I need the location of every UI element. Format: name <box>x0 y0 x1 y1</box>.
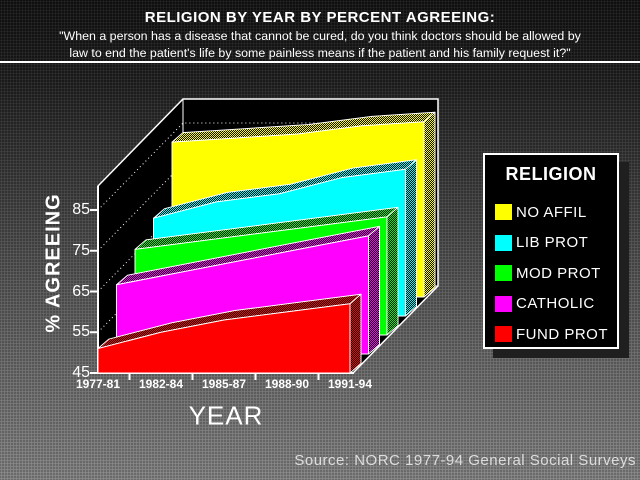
legend-item-fund-prot: FUND PROT <box>495 319 617 350</box>
subtitle-line-2: law to end the patient's life by some pa… <box>69 46 571 60</box>
y-tick-label-65: 65 <box>72 282 90 300</box>
ribbon-fund-prot <box>97 293 362 374</box>
legend-swatch-catholic <box>495 295 512 312</box>
x-tick-label-1988-90: 1988-90 <box>264 377 310 391</box>
y-tick-label-55: 55 <box>72 323 90 341</box>
legend-title: RELIGION <box>505 164 597 184</box>
legend-label: LIB PROT <box>516 234 589 252</box>
gridline-y-85 <box>97 122 438 211</box>
legend-label: NO AFFIL <box>516 203 587 221</box>
y-tick-label-45: 45 <box>72 364 90 381</box>
page-title: RELIGION BY YEAR BY PERCENT AGREEING: <box>144 9 496 26</box>
legend-item-lib-prot: LIB PROT <box>495 228 617 259</box>
x-tick-label-1991-94: 1991-94 <box>327 377 373 391</box>
chart-header: RELIGION BY YEAR BY PERCENT AGREEING: "W… <box>0 0 640 60</box>
legend-swatch-lib-prot <box>495 234 512 251</box>
legend-label: FUND PROT <box>516 325 608 343</box>
y-tick-label-85: 85 <box>72 201 90 218</box>
gridline-y-75 <box>97 163 438 252</box>
subtitle-line-1: "When a person has a disease that cannot… <box>59 29 581 43</box>
x-tick-label-1982-84: 1982-84 <box>138 377 184 391</box>
legend-swatch-mod-prot <box>495 265 512 282</box>
legend-item-mod-prot: MOD PROT <box>495 258 617 289</box>
legend-label: MOD PROT <box>516 264 601 282</box>
legend-rows: NO AFFIL LIB PROT MOD PROT CATHOLIC FUND PRO… <box>495 197 617 350</box>
header-divider <box>0 61 640 63</box>
x-tick-label-1977-81: 1977-81 <box>75 377 121 391</box>
legend-item-no-affil: NO AFFIL <box>495 197 617 228</box>
legend-item-catholic: CATHOLIC <box>495 289 617 320</box>
y-tick-label-75: 75 <box>72 241 90 259</box>
x-tick-label-1985-87: 1985-87 <box>201 377 247 391</box>
source-note: Source: NORC 1977-94 General Social Surv… <box>294 452 636 469</box>
legend-swatch-fund-prot <box>495 326 512 343</box>
gridline-y-65 <box>97 204 438 292</box>
legend-swatch-no-affil <box>495 204 512 221</box>
legend-box: RELIGION NO AFFIL LIB PROT MOD PROT CATHOLI… <box>483 153 619 349</box>
x-axis-title: YEAR <box>188 400 264 431</box>
legend-label: CATHOLIC <box>516 295 595 313</box>
